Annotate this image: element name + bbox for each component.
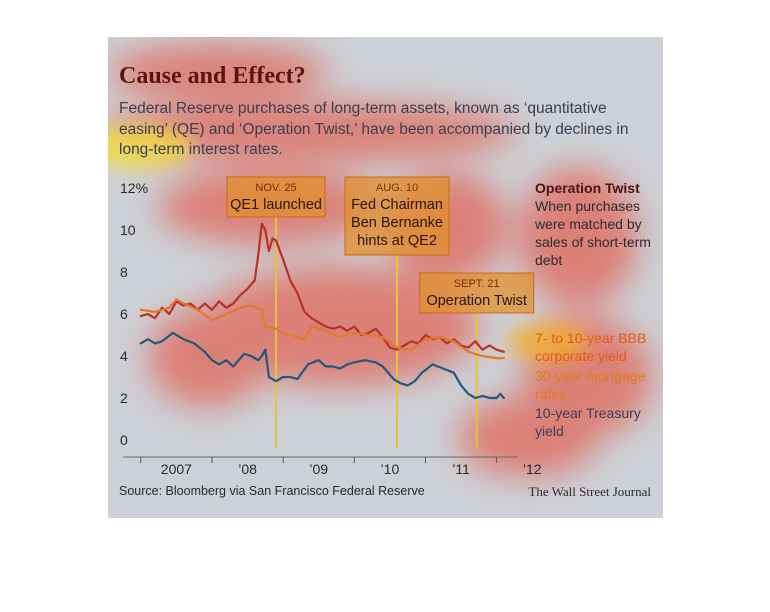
y-tick-label: 10 xyxy=(120,222,136,238)
annotation-date: AUG. 10 xyxy=(376,182,418,194)
annotation-label: Ben Bernanke xyxy=(351,215,443,231)
source-note: Source: Bloomberg via San Francisco Fede… xyxy=(119,484,425,498)
line-chart: 0 2 4 6 8 10 12% 2007 ’08 ’09 ’10 ’11 ’12 NOV. 25 QE… xyxy=(120,176,542,477)
x-tick-label: ’12 xyxy=(523,461,542,477)
legend-bbb-yield: 7- to 10-year BBB corporate yield xyxy=(535,330,647,364)
annotation-label: Fed Chairman xyxy=(351,197,443,213)
operation-twist-heading: Operation Twist xyxy=(535,180,640,196)
annotation-box xyxy=(419,272,535,314)
annotation-date: NOV. 25 xyxy=(255,182,296,194)
x-tick-label: ’11 xyxy=(452,461,470,477)
series-mortgage-rates-line xyxy=(139,298,505,360)
y-tick-label: 6 xyxy=(120,306,128,322)
legend-mortgage-rates: 30-year mortgage rates xyxy=(535,368,646,402)
annotation-date: SEPT. 21 xyxy=(454,278,500,290)
operation-twist-description: When purchases were matched by sales of … xyxy=(535,198,651,268)
y-tick-label: 8 xyxy=(120,264,128,280)
annotation-box xyxy=(226,176,326,218)
x-tick-label: ’08 xyxy=(238,461,257,477)
x-tick-label: ’10 xyxy=(381,461,400,477)
chart-figure: Cause and Effect? Federal Reserve purcha… xyxy=(108,37,663,518)
publisher-credit: The Wall Street Journal xyxy=(528,484,651,499)
y-tick-label: 12% xyxy=(120,180,148,196)
x-tick-label: 2007 xyxy=(161,461,192,477)
y-tick-label: 2 xyxy=(120,390,128,406)
chart-title: Cause and Effect? xyxy=(119,63,306,89)
annotation-label: hints at QE2 xyxy=(357,233,437,249)
annotation-label: QE1 launched xyxy=(230,197,322,213)
legend-treasury-yield: 10-year Treasury yield xyxy=(535,405,641,439)
x-tick-label: ’09 xyxy=(309,461,328,477)
y-tick-label: 4 xyxy=(120,348,128,364)
series-treasury-yield-line xyxy=(139,331,505,400)
annotation-box xyxy=(344,176,450,256)
y-tick-label: 0 xyxy=(120,432,128,448)
chart-subtitle: Federal Reserve purchases of long-term a… xyxy=(119,100,629,158)
annotation-label: Operation Twist xyxy=(426,293,526,309)
